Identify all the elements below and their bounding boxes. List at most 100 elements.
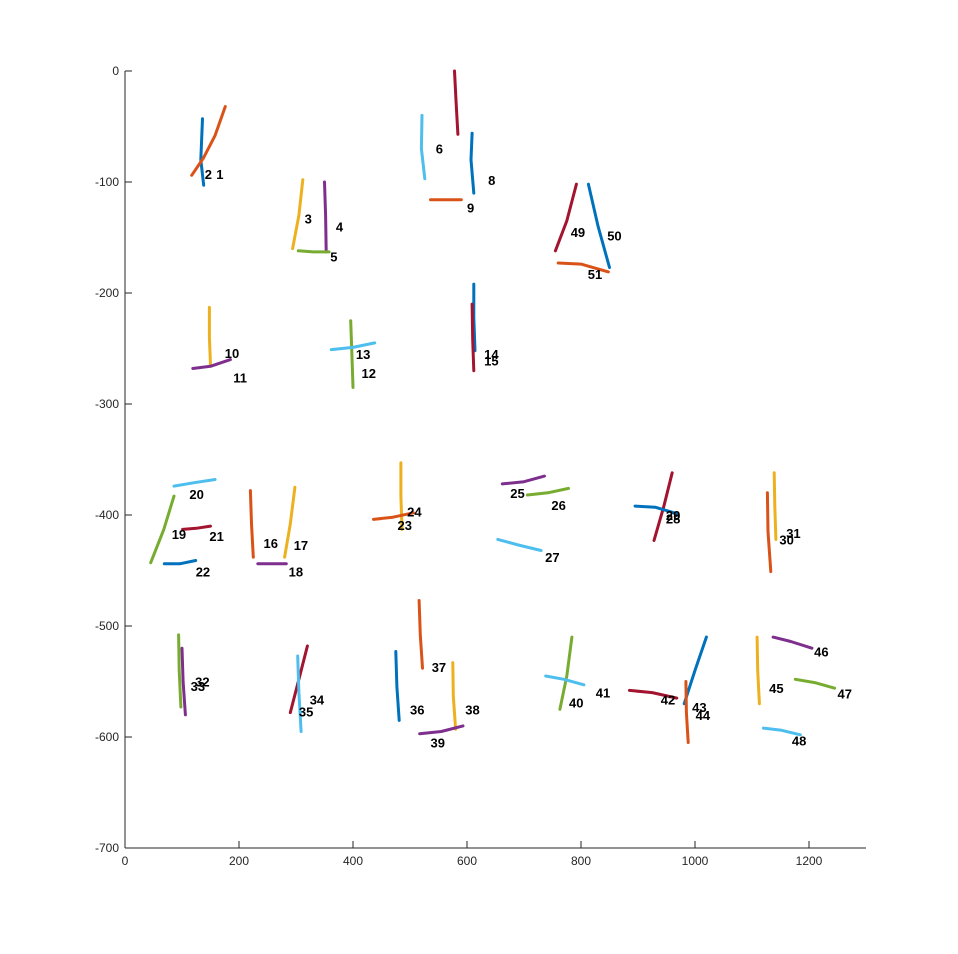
segment-line-15 xyxy=(470,302,476,373)
segment-line-40 xyxy=(558,635,574,711)
segment-label-11: 11 xyxy=(233,370,247,385)
x-tick-label: 400 xyxy=(343,854,363,868)
segment-label-28: 28 xyxy=(666,511,680,526)
segment-label-13: 13 xyxy=(356,347,370,362)
x-tick-label: 600 xyxy=(457,854,477,868)
segment-line-44 xyxy=(684,680,690,744)
segment-label-50: 50 xyxy=(607,228,621,243)
y-tick-label: -200 xyxy=(95,286,119,300)
segment-label-35: 35 xyxy=(299,705,313,720)
segment-line-30 xyxy=(765,491,773,574)
segment-line-35 xyxy=(296,654,303,733)
segment-label-38: 38 xyxy=(465,702,479,717)
segment-line-7 xyxy=(453,69,460,136)
segment-label-17: 17 xyxy=(294,538,308,553)
y-tick-label: -100 xyxy=(95,175,119,189)
segment-line-43 xyxy=(682,635,708,706)
segment-label-1: 1 xyxy=(216,167,223,182)
segment-label-10: 10 xyxy=(225,346,239,361)
segment-line-27 xyxy=(496,537,543,552)
segment-label-16: 16 xyxy=(264,536,278,551)
x-tick-label: 800 xyxy=(571,854,591,868)
segment-line-23 xyxy=(399,461,404,531)
series-lines xyxy=(149,69,837,744)
segment-label-23: 23 xyxy=(398,518,412,533)
segment-line-17 xyxy=(283,485,297,559)
segment-label-24: 24 xyxy=(407,505,422,520)
segment-label-37: 37 xyxy=(432,660,446,675)
y-tick-label: -600 xyxy=(95,730,119,744)
segment-label-2: 2 xyxy=(205,167,212,182)
segment-line-38 xyxy=(451,661,458,731)
segment-label-49: 49 xyxy=(571,225,585,240)
segment-line-6 xyxy=(419,113,427,181)
axes: 0 200 400 600 800 1000 1200 0 -100 -200 -300 -400 -5… xyxy=(95,64,866,868)
segment-label-34: 34 xyxy=(310,692,325,707)
segment-label-42: 42 xyxy=(661,692,675,707)
segment-line-24 xyxy=(372,511,415,521)
segment-line-25 xyxy=(500,474,546,486)
segment-line-29 xyxy=(633,504,680,516)
segment-label-3: 3 xyxy=(305,212,312,227)
segment-line-37 xyxy=(417,599,424,670)
segment-label-46: 46 xyxy=(814,645,828,660)
segment-line-3 xyxy=(291,178,305,251)
segment-line-22 xyxy=(162,559,198,566)
segment-line-1 xyxy=(199,117,206,187)
y-tick-label: -400 xyxy=(95,508,119,522)
segment-label-21: 21 xyxy=(209,529,223,544)
segment-label-40: 40 xyxy=(569,696,583,711)
segment-label-47: 47 xyxy=(838,687,852,702)
segment-line-48 xyxy=(761,726,802,737)
segment-line-32 xyxy=(180,646,187,717)
x-tick-label: 1200 xyxy=(796,854,823,868)
segment-label-12: 12 xyxy=(362,366,376,381)
segment-label-22: 22 xyxy=(196,565,210,580)
segment-label-31: 31 xyxy=(786,526,800,541)
x-tick-label: 0 xyxy=(122,854,129,868)
segment-line-39 xyxy=(418,724,465,736)
segment-label-48: 48 xyxy=(792,733,806,748)
segment-line-49 xyxy=(553,182,578,253)
segment-line-5 xyxy=(296,249,331,254)
segment-label-6: 6 xyxy=(436,142,443,157)
y-tick-label: -500 xyxy=(95,619,119,633)
segment-label-29: 29 xyxy=(666,508,680,523)
x-tick-label: 200 xyxy=(229,854,249,868)
segment-line-26 xyxy=(525,486,570,497)
segment-label-45: 45 xyxy=(769,681,783,696)
segment-line-50 xyxy=(586,182,611,269)
segment-line-13 xyxy=(329,341,377,352)
segment-label-33: 33 xyxy=(191,679,205,694)
segment-label-14: 14 xyxy=(484,347,499,362)
segment-label-39: 39 xyxy=(431,736,445,751)
segment-label-51: 51 xyxy=(588,267,602,282)
segment-line-42 xyxy=(628,688,679,700)
segment-line-16 xyxy=(248,489,255,559)
segment-label-5: 5 xyxy=(330,249,337,264)
segment-label-9: 9 xyxy=(467,201,474,216)
segment-line-28 xyxy=(652,471,674,542)
segment-label-26: 26 xyxy=(551,498,565,513)
segment-label-4: 4 xyxy=(336,219,344,234)
segment-label-30: 30 xyxy=(779,532,793,547)
segment-line-2 xyxy=(190,105,227,177)
segment-label-18: 18 xyxy=(289,565,303,580)
segment-line-12 xyxy=(349,319,355,389)
segment-line-20 xyxy=(172,478,217,488)
segment-label-8: 8 xyxy=(488,173,495,188)
y-tick-label: -300 xyxy=(95,397,119,411)
segment-line-8 xyxy=(469,131,476,195)
segment-line-11 xyxy=(191,358,232,370)
segment-label-41: 41 xyxy=(596,686,610,701)
segment-label-27: 27 xyxy=(545,550,559,565)
segment-label-32: 32 xyxy=(195,675,209,690)
segment-label-43: 43 xyxy=(692,700,706,715)
segment-line-51 xyxy=(556,261,610,274)
segment-line-10 xyxy=(207,305,212,367)
segment-label-25: 25 xyxy=(510,486,524,501)
segment-label-19: 19 xyxy=(172,527,186,542)
segment-label-15: 15 xyxy=(484,354,498,369)
